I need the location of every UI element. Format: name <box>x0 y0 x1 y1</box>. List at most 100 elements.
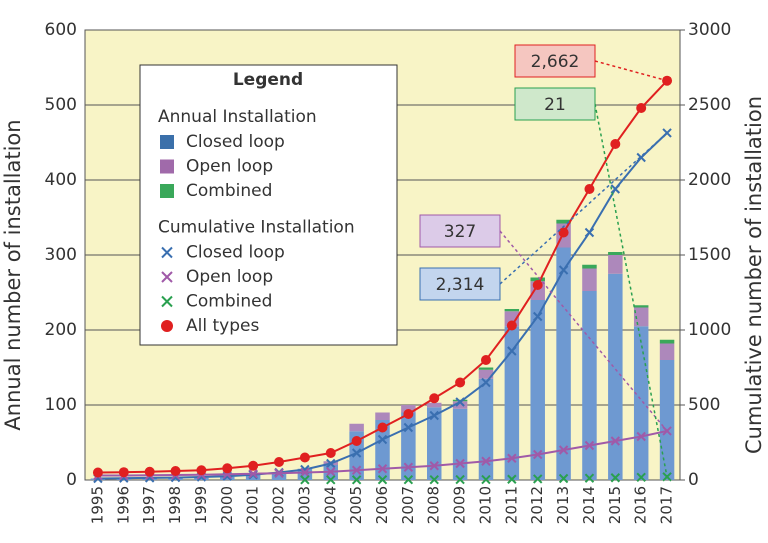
bar-segment <box>194 477 209 480</box>
marker <box>403 462 414 472</box>
marker <box>377 464 388 474</box>
value-label: 327 <box>444 222 476 242</box>
callout-leader <box>499 132 668 285</box>
legend-swatch <box>161 295 173 308</box>
marker <box>351 448 362 458</box>
marker <box>377 434 388 445</box>
marker <box>429 461 439 471</box>
marker <box>636 472 646 483</box>
y2-tick-label: 0 <box>688 470 699 490</box>
callout-leader <box>499 230 668 432</box>
marker <box>325 448 336 458</box>
x-tick-label: 2006 <box>373 486 391 524</box>
bar-segment <box>297 468 313 480</box>
bar-segment <box>582 291 597 480</box>
legend-label: All types <box>186 316 259 336</box>
bar-segment <box>478 367 494 370</box>
marker <box>300 467 310 478</box>
bar-segment <box>530 300 545 480</box>
legend-swatch <box>160 184 174 198</box>
y2-tick-label: 2500 <box>688 95 731 115</box>
bar-segment <box>271 472 287 480</box>
callout-box <box>514 87 596 121</box>
legend-swatch <box>161 246 173 259</box>
x-tick-label: 2007 <box>399 486 417 524</box>
bar-segment <box>401 412 416 480</box>
bar-segment <box>504 309 520 312</box>
legend-group-title: Cumulative Installation <box>158 218 355 238</box>
y-tick-label: 200 <box>45 320 77 340</box>
legend-swatch <box>160 159 174 174</box>
legend-label: Combined <box>186 181 272 201</box>
marker <box>584 473 595 483</box>
y2-tick-label: 1500 <box>688 245 731 265</box>
legend-label: Closed loop <box>186 243 285 263</box>
x-tick-label: 1996 <box>114 486 132 524</box>
marker <box>429 393 440 404</box>
x-tick-label: 2017 <box>658 486 676 524</box>
marker <box>351 465 362 475</box>
x-tick-label: 2000 <box>218 486 236 524</box>
bar-segment <box>245 474 261 480</box>
y-tick-label: 600 <box>45 20 77 40</box>
x-tick-label: 2013 <box>554 486 572 524</box>
x-tick-label: 2016 <box>632 486 650 524</box>
y-axis-label: Annual number of installation <box>1 119 25 430</box>
bar-segment <box>478 378 494 480</box>
y2-axis-label: Cumulative number of installation <box>742 96 766 454</box>
x-tick-label: 2012 <box>528 486 546 524</box>
marker <box>274 468 284 478</box>
marker <box>429 474 439 485</box>
y-tick-label: 0 <box>66 470 77 490</box>
legend-label: Closed loop <box>186 132 285 152</box>
marker <box>403 422 414 433</box>
legend-swatch <box>161 320 173 332</box>
value-label: 21 <box>544 95 566 115</box>
bar-segment <box>582 268 597 291</box>
bar-segment <box>426 402 442 408</box>
marker <box>533 311 543 322</box>
marker <box>610 473 621 483</box>
y-tick-label: 100 <box>45 395 77 415</box>
bar-segment <box>608 252 623 255</box>
marker <box>481 456 491 466</box>
x-tick-label: 1995 <box>88 486 106 524</box>
marker <box>326 458 336 469</box>
marker <box>403 409 414 419</box>
bar-segment <box>556 247 571 480</box>
x-tick-label: 1999 <box>192 486 210 524</box>
marker <box>533 449 543 460</box>
marker <box>455 397 465 407</box>
bar-segment <box>659 339 675 344</box>
legend-group-title: Annual Installation <box>158 107 317 127</box>
x-tick-label: 2014 <box>580 486 598 524</box>
marker <box>351 436 362 446</box>
bar-segment <box>375 412 390 420</box>
marker <box>377 422 388 433</box>
marker <box>662 128 672 138</box>
marker <box>584 184 595 194</box>
marker <box>533 474 543 484</box>
marker <box>403 474 414 485</box>
x-tick-label: 2005 <box>347 486 365 524</box>
marker <box>351 475 362 485</box>
marker <box>455 474 465 485</box>
marker <box>326 467 336 477</box>
x-tick-label: 2003 <box>295 486 313 524</box>
marker <box>118 467 129 478</box>
marker <box>558 445 569 455</box>
bar-segment <box>530 277 545 282</box>
marker <box>248 468 258 479</box>
bar-segment <box>401 405 416 413</box>
legend-label: Open loop <box>186 267 273 287</box>
legend-swatch <box>161 271 173 283</box>
marker <box>222 463 233 474</box>
marker <box>377 474 388 485</box>
bar-segment <box>608 273 623 480</box>
marker <box>610 184 621 194</box>
marker <box>92 467 103 478</box>
bar-segment <box>452 408 468 480</box>
bar-segment <box>582 264 597 269</box>
callout-box <box>419 267 501 301</box>
marker <box>610 436 621 446</box>
